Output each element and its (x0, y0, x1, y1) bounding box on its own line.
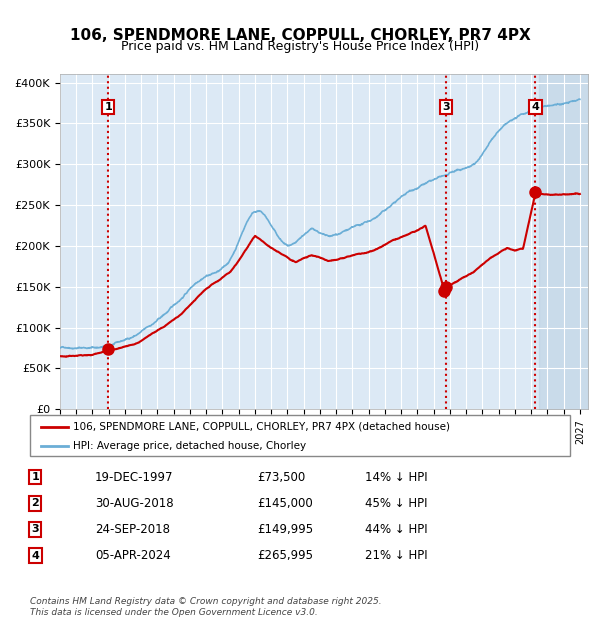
Text: 19-DEC-1997: 19-DEC-1997 (95, 471, 173, 484)
Text: 1: 1 (104, 102, 112, 112)
Text: 106, SPENDMORE LANE, COPPULL, CHORLEY, PR7 4PX: 106, SPENDMORE LANE, COPPULL, CHORLEY, P… (70, 28, 530, 43)
Text: 3: 3 (442, 102, 449, 112)
Text: 4: 4 (31, 551, 40, 560)
Text: 21% ↓ HPI: 21% ↓ HPI (365, 549, 427, 562)
Text: 2: 2 (32, 498, 39, 508)
Text: £73,500: £73,500 (257, 471, 305, 484)
Text: 24-SEP-2018: 24-SEP-2018 (95, 523, 170, 536)
Text: Price paid vs. HM Land Registry's House Price Index (HPI): Price paid vs. HM Land Registry's House … (121, 40, 479, 53)
Text: £145,000: £145,000 (257, 497, 313, 510)
Text: 45% ↓ HPI: 45% ↓ HPI (365, 497, 427, 510)
Text: 14% ↓ HPI: 14% ↓ HPI (365, 471, 427, 484)
Text: Contains HM Land Registry data © Crown copyright and database right 2025.
This d: Contains HM Land Registry data © Crown c… (30, 598, 382, 617)
FancyBboxPatch shape (30, 415, 570, 456)
Text: 4: 4 (532, 102, 539, 112)
Text: 30-AUG-2018: 30-AUG-2018 (95, 497, 173, 510)
Text: 1: 1 (32, 472, 39, 482)
Text: 05-APR-2024: 05-APR-2024 (95, 549, 170, 562)
Text: 106, SPENDMORE LANE, COPPULL, CHORLEY, PR7 4PX (detached house): 106, SPENDMORE LANE, COPPULL, CHORLEY, P… (73, 422, 450, 432)
Text: £265,995: £265,995 (257, 549, 313, 562)
Text: 44% ↓ HPI: 44% ↓ HPI (365, 523, 427, 536)
Text: 3: 3 (32, 525, 39, 534)
Text: £149,995: £149,995 (257, 523, 313, 536)
Text: HPI: Average price, detached house, Chorley: HPI: Average price, detached house, Chor… (73, 441, 307, 451)
